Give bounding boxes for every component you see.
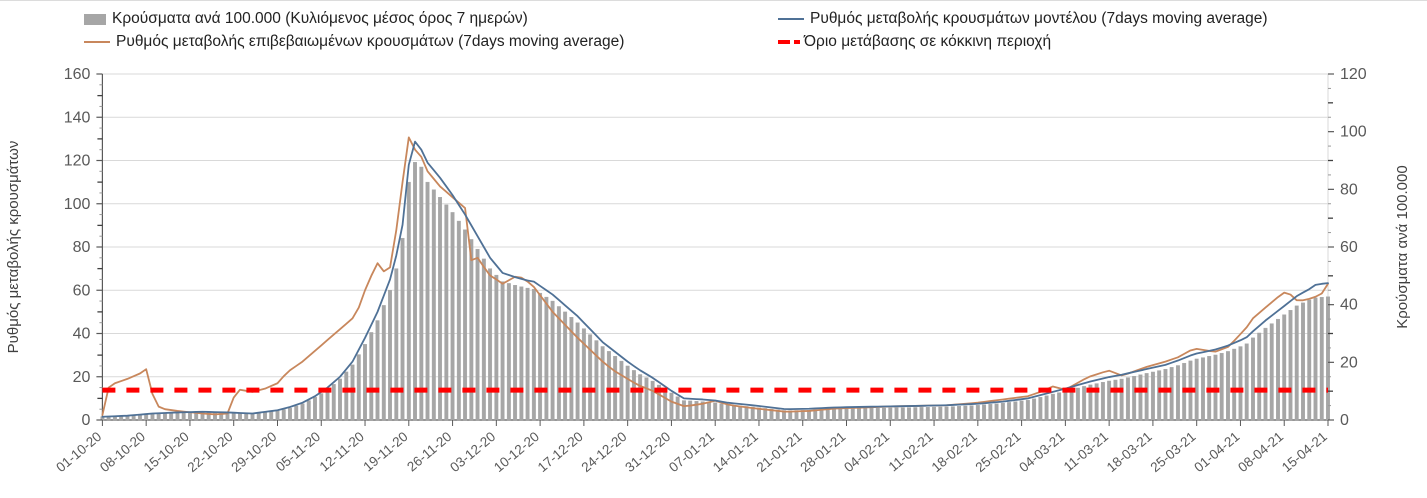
svg-text:Κρούσματα ανά 100.000: Κρούσματα ανά 100.000 (1394, 165, 1411, 328)
svg-text:120: 120 (64, 153, 91, 170)
svg-text:0: 0 (81, 412, 90, 429)
svg-text:100: 100 (1340, 124, 1367, 141)
svg-text:100: 100 (64, 196, 91, 213)
svg-text:40: 40 (73, 326, 91, 343)
svg-text:80: 80 (1340, 181, 1358, 198)
svg-text:60: 60 (1340, 239, 1358, 256)
svg-text:160: 160 (64, 66, 91, 83)
svg-text:40: 40 (1340, 297, 1358, 314)
svg-text:20: 20 (73, 369, 91, 386)
svg-text:80: 80 (73, 239, 91, 256)
svg-text:Ρυθμός μεταβολής κρουσμάτων: Ρυθμός μεταβολής κρουσμάτων (5, 141, 22, 354)
svg-text:120: 120 (1340, 66, 1367, 83)
svg-text:20: 20 (1340, 354, 1358, 371)
svg-text:60: 60 (73, 282, 91, 299)
svg-text:0: 0 (1340, 412, 1349, 429)
svg-text:140: 140 (64, 109, 91, 126)
